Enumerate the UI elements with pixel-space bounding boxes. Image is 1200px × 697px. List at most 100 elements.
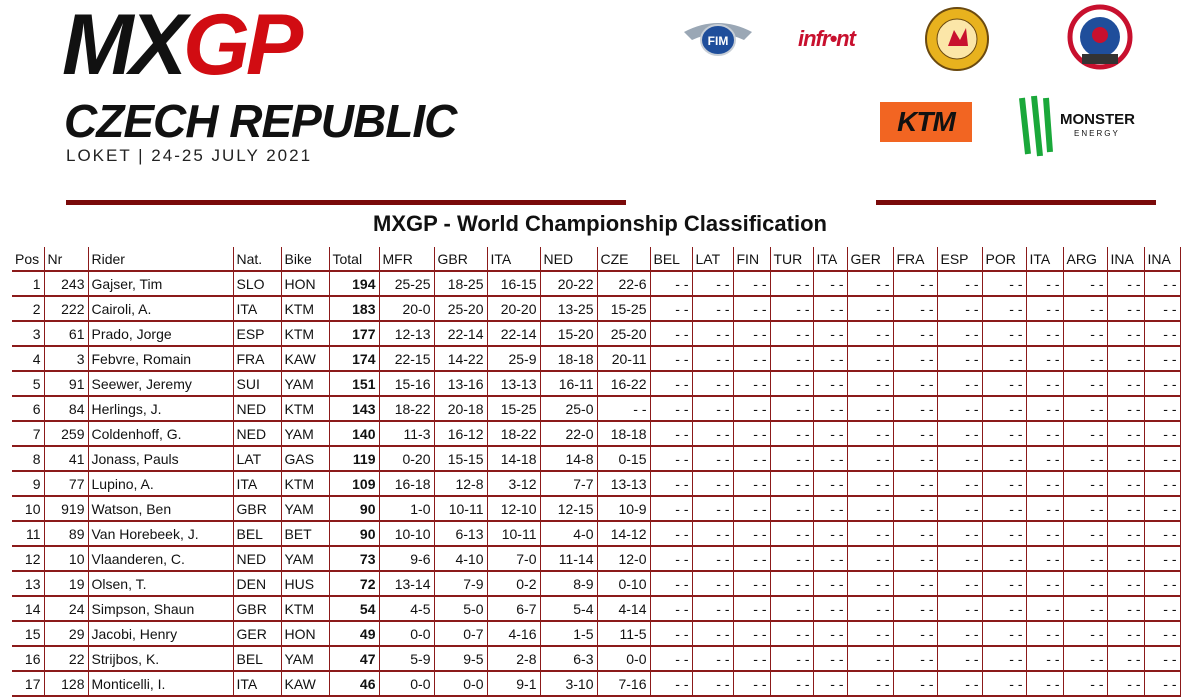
round-score-cell: - - [982,546,1027,572]
rider-number-cell: 243 [44,271,89,297]
round-score-cell: - - [813,596,848,622]
round-score-cell: - - [692,396,734,422]
round-score-cell: - - [1063,571,1108,597]
round-score-cell: - - [982,371,1027,397]
table-row: 6 84 Herlings, J. NED KTM 143 18-22 20-18 15-25 2… [12,396,1181,422]
position-cell: 9 [12,471,45,497]
round-score-cell: - - [937,321,983,347]
round-score-cell: - - [847,396,894,422]
round-score-cell: - - [893,346,938,372]
round-score-cell: - - [1107,621,1145,647]
table-row: 7 259 Coldenhoff, G. NED YAM 140 11-3 16-12 18-2… [12,421,1181,447]
round-score-cell: - - [1026,521,1064,547]
rider-number-cell: 77 [44,471,89,497]
round-score-cell: 22-14 [487,321,541,347]
rider-name-cell: Lupino, A. [88,471,234,497]
round-score-cell: 20-11 [597,346,651,372]
round-score-cell: 16-18 [379,471,435,497]
round-score-cell: - - [982,471,1027,497]
round-score-cell: - - [650,471,693,497]
table-body: 1 243 Gajser, Tim SLO HON 194 25-25 18-25 16-15 2… [12,271,1181,697]
monster-energy-logo-icon: MONSTER ENERGY [1019,95,1135,157]
rider-name-cell: Coldenhoff, G. [88,421,234,447]
round-score-cell: 20-18 [434,396,488,422]
position-cell: 8 [12,446,45,472]
round-score-cell: - - [1144,671,1181,697]
round-score-cell: - - [1063,671,1108,697]
round-score-cell: - - [893,471,938,497]
round-score-cell: - - [692,571,734,597]
round-score-cell: - - [937,446,983,472]
round-score-cell: - - [650,646,693,672]
round-score-cell: 16-22 [597,371,651,397]
round-score-cell: - - [982,346,1027,372]
round-score-cell: - - [733,346,771,372]
round-score-cell: - - [1026,621,1064,647]
total-points-cell: 143 [329,396,380,422]
nationality-cell: NED [233,421,282,447]
round-score-cell: - - [770,671,814,697]
round-score-cell: - - [692,596,734,622]
bike-cell: YAM [281,371,330,397]
round-score-cell: 20-20 [487,296,541,322]
rider-name-cell: Olsen, T. [88,571,234,597]
round-score-cell: 7-9 [434,571,488,597]
round-score-cell: - - [692,646,734,672]
round-score-cell: - - [937,271,983,297]
nationality-cell: NED [233,546,282,572]
rider-name-cell: Strijbos, K. [88,646,234,672]
round-score-cell: 4-16 [487,621,541,647]
round-score-cell: - - [1144,296,1181,322]
round-score-cell: - - [1144,646,1181,672]
rider-number-cell: 84 [44,396,89,422]
round-score-cell: - - [982,396,1027,422]
round-score-cell: 5-0 [434,596,488,622]
round-score-cell: - - [733,471,771,497]
total-points-cell: 47 [329,646,380,672]
round-score-cell: - - [1107,421,1145,447]
round-score-cell: - - [733,596,771,622]
round-score-cell: - - [937,421,983,447]
rider-number-cell: 10 [44,546,89,572]
round-score-cell: - - [813,471,848,497]
round-score-cell: - - [813,571,848,597]
nationality-cell: GBR [233,596,282,622]
total-points-cell: 174 [329,346,380,372]
round-score-cell: 12-0 [597,546,651,572]
round-score-cell: 6-7 [487,596,541,622]
round-score-cell: 9-5 [434,646,488,672]
column-header: ITA [487,247,541,272]
fim-logo-icon: FIM [684,23,752,56]
rider-name-cell: Febvre, Romain [88,346,234,372]
round-score-cell: 5-9 [379,646,435,672]
round-score-cell: - - [692,521,734,547]
table-row: 14 24 Simpson, Shaun GBR KTM 54 4-5 5-0 6-7 5-4 4-… [12,596,1181,622]
round-score-cell: - - [847,671,894,697]
round-score-cell: 0-10 [597,571,651,597]
round-score-cell: - - [1063,496,1108,522]
logo-gp: GP [183,0,303,93]
round-score-cell: - - [893,621,938,647]
position-cell: 5 [12,371,45,397]
round-score-cell: - - [650,321,693,347]
round-score-cell: - - [937,496,983,522]
round-score-cell: - - [847,296,894,322]
round-score-cell: 4-10 [434,546,488,572]
round-score-cell: - - [1063,421,1108,447]
round-score-cell: 22-14 [434,321,488,347]
column-header: INA [1107,247,1145,272]
round-score-cell: - - [770,496,814,522]
round-score-cell: - - [1063,546,1108,572]
infront-logo: infr•nt [798,26,856,51]
round-score-cell: - - [733,571,771,597]
round-score-cell: - - [813,396,848,422]
round-score-cell: - - [1063,296,1108,322]
nationality-cell: SUI [233,371,282,397]
bike-cell: HUS [281,571,330,597]
total-points-cell: 49 [329,621,380,647]
round-score-cell: - - [847,621,894,647]
round-score-cell: - - [937,621,983,647]
rider-number-cell: 61 [44,321,89,347]
round-score-cell: - - [1026,346,1064,372]
round-score-cell: - - [1026,421,1064,447]
